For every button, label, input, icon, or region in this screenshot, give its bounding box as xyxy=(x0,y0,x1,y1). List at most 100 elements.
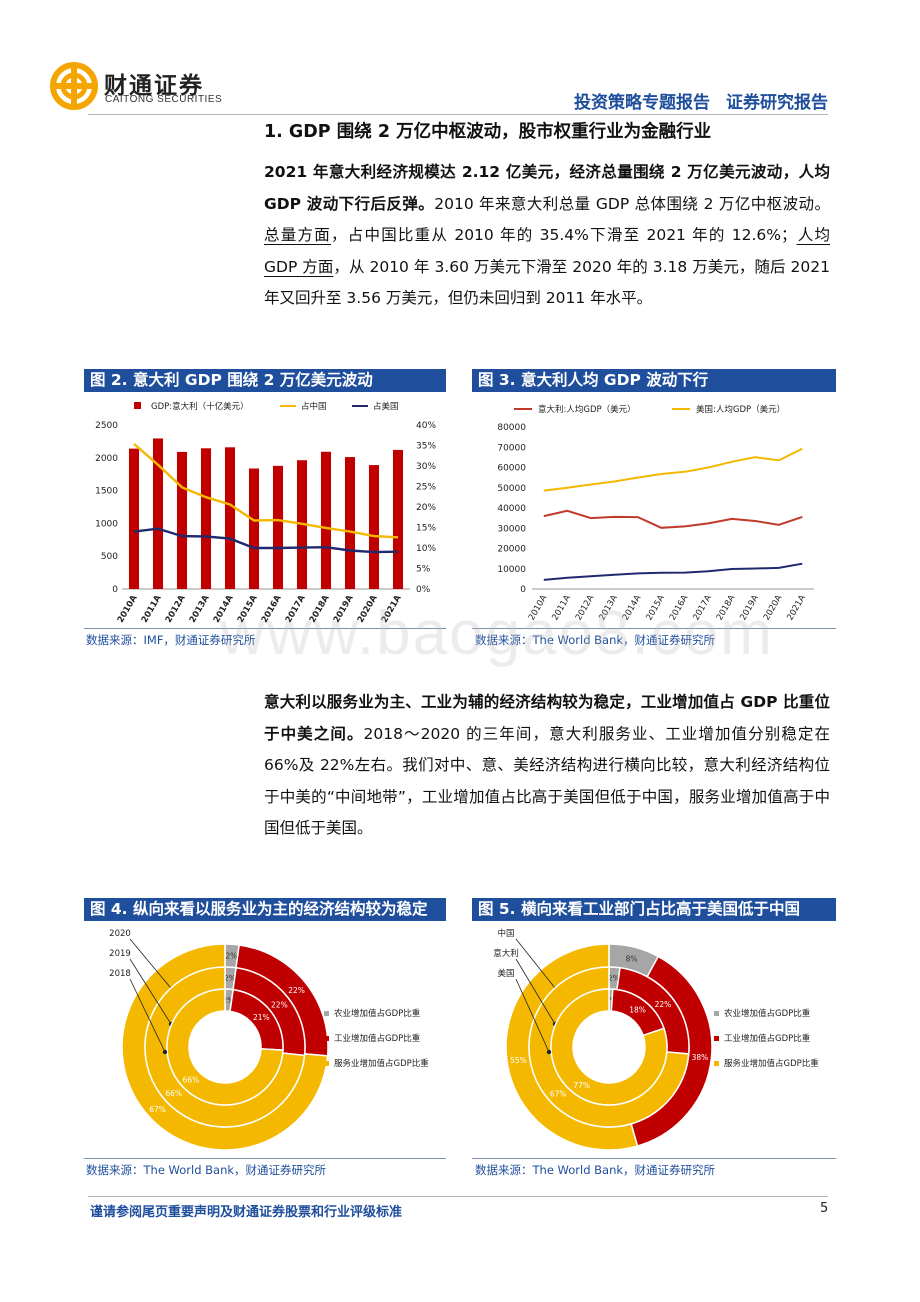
report-header: 投资策略专题报告 证券研究报告 xyxy=(574,88,828,113)
paragraph-gdp-text3: ，从 2010 年 3.60 万美元下滑至 2020 年的 3.18 万美元，随… xyxy=(264,257,830,308)
fig5-slice-label: 55% xyxy=(510,1056,527,1065)
fig3-y-tick: 10000 xyxy=(497,565,526,575)
fig3-y-tick: 80000 xyxy=(497,423,526,433)
fig5-legend-label: 农业增加值占GDP比重 xyxy=(724,1008,811,1019)
fig2-legend-label: GDP:意大利（十亿美元） xyxy=(151,401,249,412)
fig5-slice-label: 77% xyxy=(573,1081,590,1090)
fig4-ring-arrow xyxy=(129,978,166,1053)
fig2-bar xyxy=(176,451,188,589)
fig2-bar xyxy=(392,449,404,589)
footer-disclaimer: 谨请参阅尾页重要声明及财通证券股票和行业评级标准 xyxy=(90,1205,403,1220)
footer-divider xyxy=(88,1196,828,1197)
fig2-x-tick: 2013A xyxy=(188,593,212,625)
fig2-legend-label: 占美国 xyxy=(373,401,399,412)
fig2-y-left-tick: 0 xyxy=(112,585,118,595)
paragraph-gdp: 2021 年意大利经济规模达 2.12 亿美元，经济总量围绕 2 万亿美元波动，… xyxy=(264,157,830,315)
paragraph-structure-text: 2018～2020 的三年间，意大利服务业、工业增加值分别稳定在 66%及 22… xyxy=(264,724,830,838)
fig2-y-right-tick: 15% xyxy=(416,524,436,534)
fig2-x-tick: 2010A xyxy=(116,593,140,625)
watermark: www.baogao8.com xyxy=(220,599,774,668)
fig4-divider xyxy=(84,1158,446,1159)
fig4-slice-label: 66% xyxy=(165,1089,182,1098)
fig2-y-right-tick: 40% xyxy=(416,421,436,431)
paragraph-structure: 意大利以服务业为主、工业为辅的经济结构较为稳定，工业增加值占 GDP 比重位于中… xyxy=(264,687,830,845)
fig2-bar xyxy=(128,448,140,589)
fig2-y-right-tick: 30% xyxy=(416,462,436,472)
fig5-title: 图 5. 横向来看工业部门占比高于美国低于中国 xyxy=(472,898,836,921)
fig4-slice-label: 2% xyxy=(222,996,234,1005)
fig4-title: 图 4. 纵向来看以服务业为主的经济结构较为稳定 xyxy=(84,898,446,921)
fig2-y-right-tick: 5% xyxy=(416,565,431,575)
fig3-chart: 意大利:人均GDP（美元） 美国:人均GDP（美元） 0 10000 20000 3000… xyxy=(497,404,814,622)
report-category: 证券研究报告 xyxy=(726,93,828,113)
fig2-x-tick: 2011A xyxy=(140,593,164,625)
brand-name-cn: 财通证券 xyxy=(104,73,204,99)
fig3-x-tick: 2021A xyxy=(785,593,807,622)
fig2-y-left-tick: 2500 xyxy=(95,421,118,431)
fig2-y-left-tick: 2000 xyxy=(95,454,118,464)
fig3-divider xyxy=(472,628,836,629)
fig2-source: 数据来源：IMF，财通证券研究所 xyxy=(86,633,256,647)
fig2-y-left-tick: 1500 xyxy=(95,487,118,497)
paragraph-gdp-lead: 2021 年意大利经济规模达 2.12 亿美元，经济总量围绕 2 万亿美元波动，… xyxy=(264,163,830,213)
fig3-y-tick: 20000 xyxy=(497,545,526,555)
fig5-slice-label: 2% xyxy=(608,974,620,983)
fig2-x-tick: 2012A xyxy=(164,593,188,625)
fig4-chart: 2% 22% 67% 2020 2% 22% 66% 2019 2% 21% 66% 2018 农业增加… xyxy=(109,929,429,1151)
caitong-logo-icon xyxy=(50,62,98,110)
page-number: 5 xyxy=(820,1201,829,1216)
brand-logo xyxy=(46,60,236,112)
fig5-source: 数据来源：The World Bank，财通证券研究所 xyxy=(475,1163,716,1177)
paragraph-gdp-underline-total: 总量方面 xyxy=(264,226,331,244)
fig5-ring-arrow xyxy=(515,978,550,1053)
fig4-legend-swatch xyxy=(324,1036,329,1041)
paragraph-gdp-underline-percapita: 人均 GDP 方面 xyxy=(264,226,830,276)
fig2-y-right-tick: 10% xyxy=(416,544,436,554)
paragraph-structure-lead: 意大利以服务业为主、工业为辅的经济结构较为稳定，工业增加值占 GDP 比重位于中… xyxy=(264,693,830,743)
fig4-legend-swatch xyxy=(324,1011,329,1016)
fig5-ring-arrow-head xyxy=(546,1049,552,1055)
fig3-title: 图 3. 意大利人均 GDP 波动下行 xyxy=(472,369,836,392)
fig5-slice-label: 22% xyxy=(655,1000,672,1009)
fig5-slice-label: 67% xyxy=(550,1090,567,1099)
fig4-legend-label: 工业增加值占GDP比重 xyxy=(334,1033,421,1044)
fig4-slice xyxy=(166,988,284,1106)
fig4-slice-label: 67% xyxy=(149,1105,166,1114)
fig2-bar xyxy=(368,465,380,589)
fig2-bar xyxy=(200,448,212,589)
fig4-source: 数据来源：The World Bank，财通证券研究所 xyxy=(86,1163,327,1177)
fig3-y-tick: 60000 xyxy=(497,464,526,474)
fig4-legend-label: 服务业增加值占GDP比重 xyxy=(334,1058,429,1069)
fig2-bar xyxy=(272,465,284,589)
fig4-ring-arrow xyxy=(129,938,178,996)
fig4-slice-label: 66% xyxy=(183,1075,200,1084)
fig2-y-left-tick: 1000 xyxy=(95,519,118,529)
fig2-divider xyxy=(84,628,446,629)
fig5-legend-swatch xyxy=(714,1011,719,1016)
section-title: 1. GDP 围绕 2 万亿中枢波动，股市权重行业为金融行业 xyxy=(264,122,712,142)
fig4-slice-label: 2% xyxy=(224,974,236,983)
fig2-y-right-tick: 25% xyxy=(416,483,436,493)
fig2-bar xyxy=(344,457,356,589)
fig5-slice-label: 1% xyxy=(605,996,617,1005)
fig2-bar xyxy=(224,447,236,589)
fig5-slice-label: 38% xyxy=(692,1053,709,1062)
fig4-ring-label: 2020 xyxy=(109,929,131,939)
fig2-bar xyxy=(248,468,260,589)
fig3-line-italy xyxy=(543,509,803,529)
fig4-ring-arrow xyxy=(129,958,172,1025)
fig2-y-right-tick: 35% xyxy=(416,442,436,452)
fig3-y-tick: 50000 xyxy=(497,484,526,494)
fig4-legend-swatch xyxy=(324,1061,329,1066)
fig2-line-china-share xyxy=(133,442,399,539)
fig2-line-us-share xyxy=(133,527,399,554)
paragraph-gdp-text1: 2010 年来意大利总量 GDP 总体围绕 2 万亿中枢波动。 xyxy=(434,194,830,213)
fig2-y-right-tick: 0% xyxy=(416,585,431,595)
fig2-legend-swatch xyxy=(134,402,141,409)
fig5-divider xyxy=(472,1158,836,1159)
fig3-y-tick: 30000 xyxy=(497,524,526,534)
fig5-ring-arrow xyxy=(515,938,562,996)
fig3-legend-label: 美国:人均GDP（美元） xyxy=(696,404,785,415)
fig5-legend-swatch xyxy=(714,1061,719,1066)
fig2-title: 图 2. 意大利 GDP 围绕 2 万亿美元波动 xyxy=(84,369,446,392)
